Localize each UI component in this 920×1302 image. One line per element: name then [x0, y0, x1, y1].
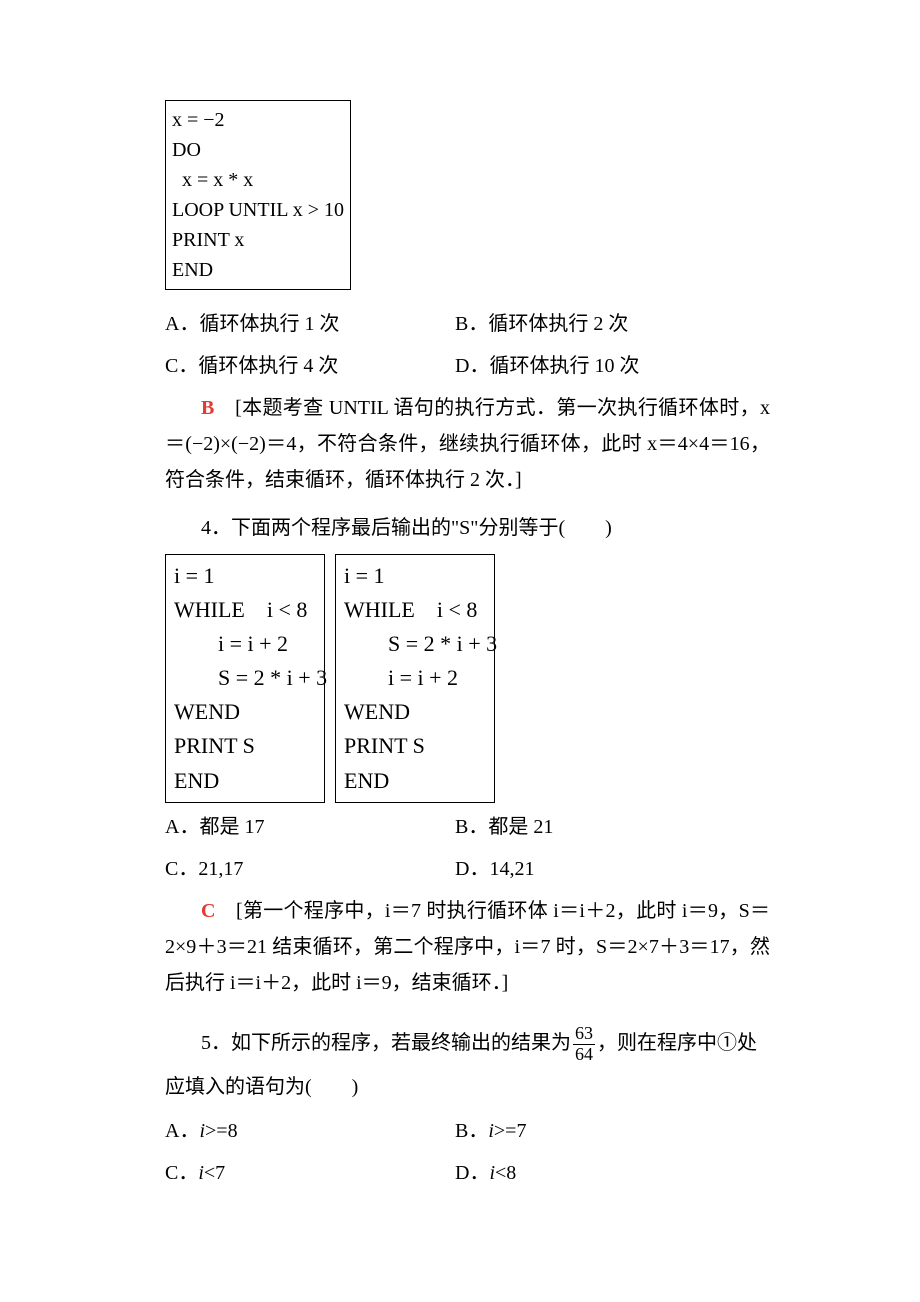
q3-explain-text: [本题考查 UNTIL 语句的执行方式．第一次执行循环体时，x＝(−2)×(−2… [165, 397, 770, 491]
q3-option-d: D．循环体执行 10 次 [455, 348, 770, 384]
q4-code-right: i = 1 WHILE i < 8 S = 2 * i + 3 i = i + … [335, 554, 495, 803]
q4-option-d: D．14,21 [455, 851, 770, 887]
code-line: x = x * x [172, 165, 344, 195]
code-line: i = i + 2 [344, 661, 486, 695]
q4-explanation: C [第一个程序中，i＝7 时执行循环体 i＝i＋2，此时 i＝9，S＝2×9＋… [165, 893, 770, 1001]
q5-c-prefix: C． [165, 1162, 198, 1184]
code-line: WEND [174, 695, 316, 729]
q4-code-pair: i = 1 WHILE i < 8 i = i + 2 S = 2 * i + … [165, 554, 770, 803]
code-line: S = 2 * i + 3 [344, 627, 486, 661]
q4-options-row1: A．都是 17 B．都是 21 [165, 809, 770, 845]
q5-option-c: C．i<7 [165, 1155, 455, 1191]
q3-option-b: B．循环体执行 2 次 [455, 306, 770, 342]
q4-code-left: i = 1 WHILE i < 8 i = i + 2 S = 2 * i + … [165, 554, 325, 803]
code-line: x = −2 [172, 105, 344, 135]
code-line: PRINT S [174, 729, 316, 763]
q5-before: 5．如下所示的程序，若最终输出的结果为 [201, 1032, 571, 1054]
q5-options-row2: C．i<7 D．i<8 [165, 1155, 770, 1191]
q3-answer-letter: B [201, 397, 214, 419]
q5-option-d: D．i<8 [455, 1155, 770, 1191]
q4-prompt: 4．下面两个程序最后输出的"S"分别等于( ) [201, 510, 770, 546]
q5-options-row1: A．i>=8 B．i>=7 [165, 1113, 770, 1149]
q3-options-row2: C．循环体执行 4 次 D．循环体执行 10 次 [165, 348, 770, 384]
code-line: S = 2 * i + 3 [174, 661, 316, 695]
q5-fraction: 6364 [573, 1024, 595, 1065]
code-line: PRINT S [344, 729, 486, 763]
q5-b-prefix: B． [455, 1120, 488, 1142]
q5-frac-den: 64 [573, 1045, 595, 1065]
code-line: i = 1 [174, 559, 316, 593]
q5-option-a: A．i>=8 [165, 1113, 455, 1149]
q4-option-b: B．都是 21 [455, 809, 770, 845]
q5-d-rest: <8 [495, 1162, 516, 1184]
q5-a-rest: >=8 [205, 1120, 238, 1142]
q5-option-b: B．i>=7 [455, 1113, 770, 1149]
q4-answer-letter: C [201, 900, 215, 922]
code-line: DO [172, 135, 344, 165]
q4-explain-text: [第一个程序中，i＝7 时执行循环体 i＝i＋2，此时 i＝9，S＝2×9＋3＝… [165, 900, 770, 994]
code-line: i = 1 [344, 559, 486, 593]
q4-option-c: C．21,17 [165, 851, 455, 887]
q5-frac-num: 63 [573, 1024, 595, 1045]
q5-d-prefix: D． [455, 1162, 489, 1184]
code-line: PRINT x [172, 225, 344, 255]
q5-c-rest: <7 [204, 1162, 225, 1184]
code-block-q3: x = −2 DO x = x * x LOOP UNTIL x > 10 PR… [165, 100, 351, 290]
code-line: END [174, 764, 316, 798]
code-line: WEND [344, 695, 486, 729]
q3-options-row1: A．循环体执行 1 次 B．循环体执行 2 次 [165, 306, 770, 342]
code-line: LOOP UNTIL x > 10 [172, 195, 344, 225]
code-line: WHILE i < 8 [174, 593, 316, 627]
q3-option-a: A．循环体执行 1 次 [165, 306, 455, 342]
q4-option-a: A．都是 17 [165, 809, 455, 845]
q5-b-rest: >=7 [494, 1120, 527, 1142]
code-line: END [344, 764, 486, 798]
q4-options-row2: C．21,17 D．14,21 [165, 851, 770, 887]
code-line: WHILE i < 8 [344, 593, 486, 627]
q3-option-c: C．循环体执行 4 次 [165, 348, 455, 384]
q5-prompt: 5．如下所示的程序，若最终输出的结果为6364，则在程序中①处应填入的语句为( … [165, 1021, 770, 1109]
q5-a-prefix: A． [165, 1120, 199, 1142]
q3-explanation: B [本题考查 UNTIL 语句的执行方式．第一次执行循环体时，x＝(−2)×(… [165, 390, 770, 498]
code-line: END [172, 255, 344, 285]
code-line: i = i + 2 [174, 627, 316, 661]
